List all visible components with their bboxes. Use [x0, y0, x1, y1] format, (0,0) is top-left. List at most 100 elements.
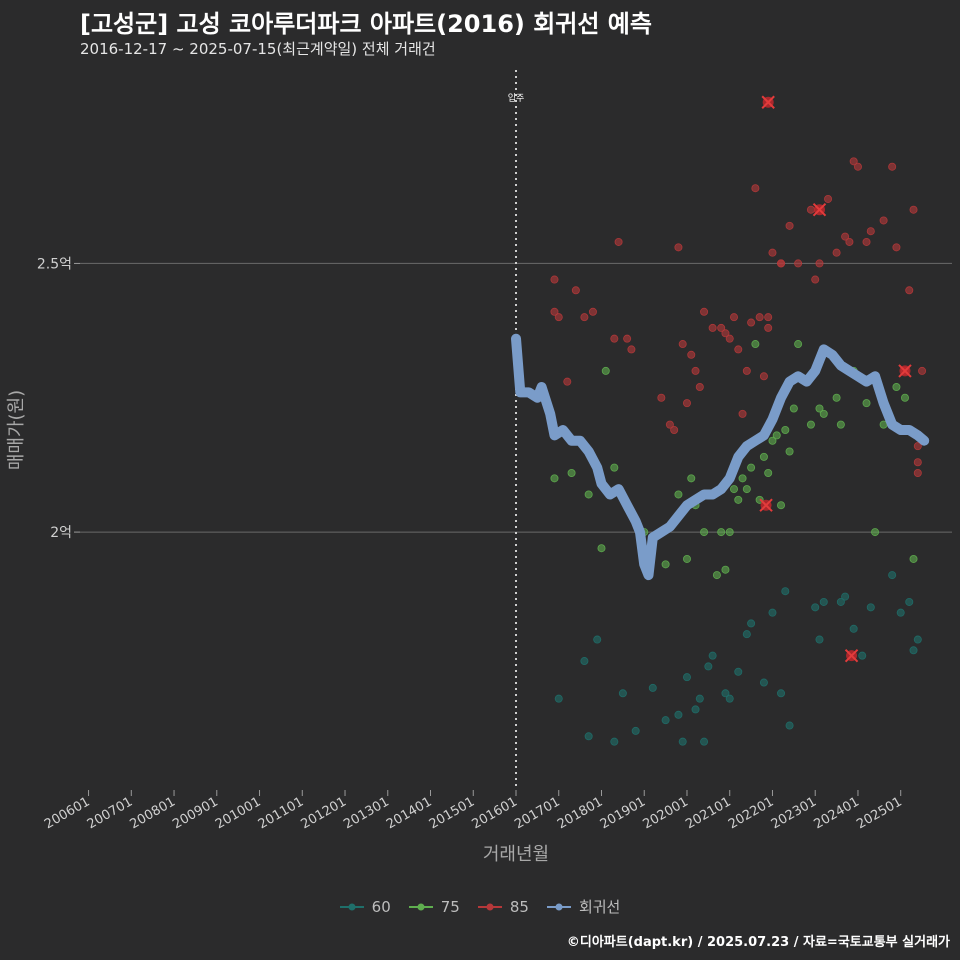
data-point	[734, 495, 743, 504]
data-point	[567, 468, 576, 477]
data-point	[888, 571, 897, 580]
data-point	[759, 452, 768, 461]
data-point	[755, 313, 764, 322]
data-point	[610, 737, 619, 746]
data-point	[781, 425, 790, 434]
data-point	[721, 689, 730, 698]
data-point	[905, 286, 914, 295]
data-point	[832, 393, 841, 402]
data-point	[849, 624, 858, 633]
data-point	[764, 313, 773, 322]
data-point	[913, 635, 922, 644]
data-point	[815, 635, 824, 644]
highlight-x-mark	[844, 648, 859, 663]
x-tick-label: 202401	[811, 794, 861, 832]
chart-title: [고성군] 고성 코아루더파크 아파트(2016) 회귀선 예측	[80, 10, 652, 38]
data-point	[751, 340, 760, 349]
data-point	[588, 307, 597, 316]
highlight-x-mark	[898, 364, 912, 378]
highlight-x-mark	[812, 202, 827, 217]
data-point	[892, 383, 901, 392]
data-point	[682, 554, 691, 563]
data-point	[700, 737, 709, 746]
x-tick-label: 201101	[256, 794, 306, 832]
data-point	[888, 162, 897, 171]
data-point	[580, 313, 589, 322]
data-point	[768, 608, 777, 617]
data-point	[554, 694, 563, 703]
data-point	[819, 409, 828, 418]
data-point	[682, 673, 691, 682]
data-point	[913, 468, 922, 477]
legend-label: 85	[509, 897, 529, 916]
x-tick-label: 201501	[427, 794, 477, 832]
data-point	[785, 721, 794, 730]
data-point	[674, 710, 683, 719]
legend-dot	[348, 903, 356, 910]
move-in-label: 입주	[508, 92, 525, 104]
data-point	[845, 237, 854, 246]
legend-dot	[555, 903, 563, 910]
highlight-x-mark	[759, 498, 773, 512]
legend: 60 75 85 회귀선	[0, 896, 960, 917]
data-point	[721, 329, 730, 338]
x-tick-label: 201801	[555, 794, 605, 832]
data-point	[747, 619, 756, 628]
data-point	[866, 227, 875, 236]
data-point	[862, 399, 871, 408]
data-point	[789, 404, 798, 413]
legend-label: 회귀선	[578, 898, 621, 916]
data-point	[913, 458, 922, 467]
data-point	[824, 194, 833, 203]
data-point	[674, 490, 683, 499]
data-point	[734, 345, 743, 354]
data-point	[674, 243, 683, 252]
x-tick-label: 201001	[213, 794, 263, 832]
data-point	[730, 485, 739, 494]
data-point	[712, 571, 721, 580]
data-point	[879, 216, 888, 225]
data-point	[618, 689, 627, 698]
data-point	[580, 657, 589, 666]
x-tick-label: 202101	[683, 794, 733, 832]
footer-credit: ©디아파트(dapt.kr) / 2025.07.23 / 자료=국토교통부 실…	[566, 935, 950, 950]
x-tick-label: 202501	[854, 794, 904, 832]
data-point	[871, 528, 880, 537]
data-point	[610, 463, 619, 472]
y-tick-label: 2.5억	[37, 256, 72, 272]
y-tick-label: 2억	[50, 525, 72, 541]
data-point	[772, 431, 781, 440]
x-tick-label: 202001	[640, 794, 690, 832]
data-point	[614, 237, 623, 246]
data-point	[858, 651, 867, 660]
x-tick-label: 200601	[42, 794, 92, 832]
data-point	[811, 275, 820, 284]
data-point	[678, 737, 687, 746]
data-point	[862, 237, 871, 246]
data-point	[571, 286, 580, 295]
data-point	[678, 340, 687, 349]
x-tick-label: 201901	[598, 794, 648, 832]
data-point	[841, 232, 850, 241]
data-point	[563, 377, 572, 386]
data-point	[661, 716, 670, 725]
data-point	[738, 474, 747, 483]
data-point	[593, 635, 602, 644]
legend-item: 75	[408, 898, 460, 916]
data-point	[815, 259, 824, 268]
data-point	[819, 597, 828, 606]
data-point	[806, 205, 815, 214]
legend-key	[546, 903, 571, 910]
legend-key	[408, 903, 433, 910]
x-tick-label: 200801	[128, 794, 178, 832]
data-point	[764, 468, 773, 477]
data-point	[777, 259, 786, 268]
legend-label: 60	[371, 897, 391, 916]
annotation-layer: 입주	[508, 70, 525, 790]
data-point	[832, 248, 841, 257]
data-point	[708, 323, 717, 332]
regression-layer	[511, 333, 930, 581]
data-point	[768, 248, 777, 257]
data-point	[687, 474, 696, 483]
data-point	[777, 501, 786, 510]
